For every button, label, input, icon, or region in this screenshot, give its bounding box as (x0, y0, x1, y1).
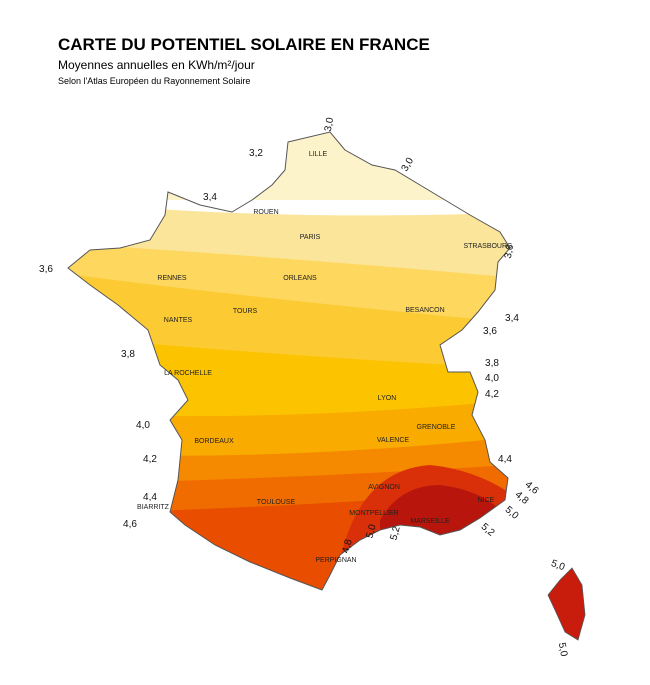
isoline-label: 5,0 (364, 523, 378, 540)
subtitle: Moyennes annuelles en KWh/m²/jour (58, 58, 255, 72)
city: VALENCE (377, 437, 409, 444)
city: GRENOBLE (417, 424, 456, 431)
isoline-label: 4,0 (485, 373, 499, 384)
city: NICE (478, 497, 495, 504)
isoline-label: 5,0 (556, 642, 569, 658)
isoline-label: 5,0 (549, 558, 566, 573)
isoline-label: 4,2 (485, 389, 499, 400)
source: Selon l'Atlas Européen du Rayonnement So… (58, 76, 250, 86)
isoline-label: 5,2 (388, 525, 402, 542)
isoline-label: 4,4 (498, 454, 512, 465)
city: LILLE (309, 151, 328, 158)
city: MARSEILLE (410, 518, 450, 525)
isoline-label: 3,6 (39, 264, 53, 275)
city: BESANCON (405, 307, 444, 314)
city: ORLEANS (283, 275, 317, 282)
isoline-label: 5,0 (503, 504, 521, 522)
france-outline (67, 131, 511, 591)
isoline-labels: 3,2 3,0 3,0 3,4 3,6 3,8 4,0 4,2 4,4 4,6 … (39, 116, 569, 657)
isoline-label: 4,0 (136, 420, 150, 431)
city: AVIGNON (368, 484, 400, 491)
isoline-label: 3,0 (323, 116, 336, 132)
city: RENNES (157, 275, 187, 282)
isoline-label: 4,8 (340, 538, 354, 555)
city: PARIS (300, 234, 321, 241)
city: TOURS (233, 308, 258, 315)
corsica (547, 567, 586, 641)
isoline-label: 4,4 (143, 492, 157, 503)
city: STRASBOURG (463, 243, 512, 250)
isoline-label: 3,6 (483, 326, 497, 337)
isoline-label: 4,6 (123, 519, 137, 530)
isoline-label: 3,8 (121, 349, 135, 360)
city: BIARRITZ (137, 504, 170, 511)
city: PERPIGNAN (315, 557, 356, 564)
city: TOULOUSE (257, 499, 296, 506)
title: CARTE DU POTENTIEL SOLAIRE EN FRANCE (58, 35, 430, 54)
isoline-label: 3,0 (400, 156, 417, 174)
city: BORDEAUX (194, 438, 234, 445)
city: LA ROCHELLE (164, 370, 212, 377)
isoline-label: 3,4 (203, 192, 217, 203)
isoline-label: 5,2 (479, 521, 497, 539)
city: MONTPELLIER (349, 510, 398, 517)
city: ROUEN (253, 209, 278, 216)
isoline-label: 3,4 (505, 313, 519, 324)
city: NANTES (164, 317, 193, 324)
isoline-label: 3,8 (485, 358, 499, 369)
isoline-label: 3,2 (249, 148, 263, 159)
city-labels: LILLE ROUEN PARIS STRASBOURG RENNES ORLE… (137, 151, 512, 564)
city: LYON (378, 395, 397, 402)
isoline-label: 3,6 (503, 243, 516, 259)
isoline-label: 4,2 (143, 454, 157, 465)
